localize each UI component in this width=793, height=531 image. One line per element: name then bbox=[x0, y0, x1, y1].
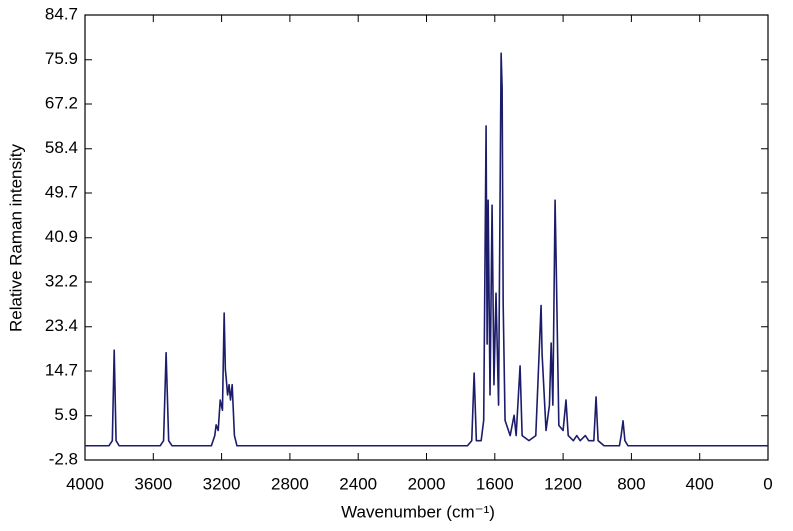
x-tick-label: 1200 bbox=[544, 474, 582, 493]
x-tick-label: 1600 bbox=[476, 474, 514, 493]
x-tick-label: 0 bbox=[763, 474, 772, 493]
y-tick-label: 58.4 bbox=[45, 138, 78, 157]
y-tick-label: 67.2 bbox=[45, 93, 78, 112]
x-tick-label: 2400 bbox=[339, 474, 377, 493]
y-tick-label: 23.4 bbox=[45, 316, 78, 335]
x-tick-label: 2000 bbox=[408, 474, 446, 493]
y-tick-label: 84.7 bbox=[45, 4, 78, 23]
y-tick-label: 75.9 bbox=[45, 49, 78, 68]
plot-frame bbox=[84, 14, 769, 461]
y-tick-label: 5.9 bbox=[54, 405, 78, 424]
x-tick-label: 800 bbox=[617, 474, 645, 493]
y-tick-label: 49.7 bbox=[45, 182, 78, 201]
x-tick-label: 2800 bbox=[271, 474, 309, 493]
y-tick-label: 14.7 bbox=[45, 360, 78, 379]
spectrum-line bbox=[85, 52, 768, 447]
x-tick-label: 4000 bbox=[66, 474, 104, 493]
y-tick-label: 32.2 bbox=[45, 271, 78, 290]
y-axis-label: Relative Raman intensity bbox=[6, 143, 25, 332]
y-tick-label: -2.8 bbox=[49, 449, 78, 468]
y-tick-label: 40.9 bbox=[45, 227, 78, 246]
x-tick-label: 400 bbox=[686, 474, 714, 493]
x-tick-label: 3200 bbox=[203, 474, 241, 493]
x-tick-label: 3600 bbox=[134, 474, 172, 493]
x-axis-label: Wavenumber (cm⁻¹) bbox=[341, 502, 495, 521]
